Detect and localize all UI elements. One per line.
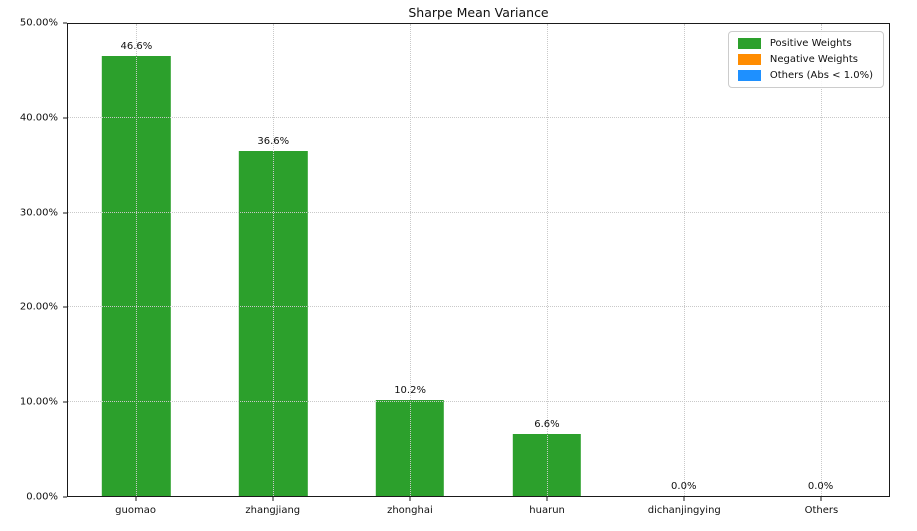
- bar-value-label: 46.6%: [120, 41, 153, 53]
- x-tick-label: huarun: [529, 505, 565, 516]
- bar-value-label: 0.0%: [807, 481, 834, 492]
- vertical-gridline: [820, 24, 822, 496]
- bar-value-label: 6.6%: [534, 418, 560, 430]
- y-tick-label: 10.00%: [19, 396, 58, 408]
- x-tick-mark: [409, 497, 411, 501]
- x-tick-label: Others: [804, 505, 839, 516]
- vertical-gridline: [683, 24, 685, 496]
- vertical-gridline: [410, 24, 412, 496]
- chart-title: Sharpe Mean Variance: [408, 5, 549, 20]
- y-tick-label: 20.00%: [19, 301, 58, 313]
- y-tick-label: 50.00%: [19, 17, 58, 29]
- legend-swatch-icon: [737, 38, 761, 49]
- legend-item-label: Negative Weights: [769, 54, 858, 65]
- y-tick-mark: [63, 22, 67, 24]
- horizontal-gridline: [68, 211, 889, 213]
- legend-swatch-icon: [737, 70, 761, 81]
- x-tick-mark: [135, 497, 137, 501]
- y-axis: 0.00% 10.00% 20.00% 30.00% 40.00% 50.00%: [0, 18, 67, 503]
- y-tick-mark: [63, 212, 67, 214]
- legend-swatch-icon: [737, 54, 761, 65]
- y-tick-mark: [63, 117, 67, 119]
- x-tick-label: guomao: [115, 505, 156, 516]
- horizontal-gridline: [68, 117, 889, 119]
- bar-value-label: 0.0%: [671, 481, 697, 492]
- x-axis: guomao zhangjiang zhonghai huarun dichanjing…: [67, 497, 890, 527]
- bar-value-label: 36.6%: [257, 135, 290, 147]
- x-tick-label: dichanjingying: [647, 505, 721, 516]
- y-tick-mark: [63, 496, 67, 498]
- legend-item: Negative Weights: [737, 54, 873, 65]
- x-tick-mark: [683, 497, 685, 501]
- legend-item-label: Positive Weights: [769, 38, 852, 49]
- y-tick-mark: [63, 306, 67, 308]
- vertical-gridline: [273, 24, 275, 496]
- legend-item: Others (Abs < 1.0%): [737, 70, 873, 81]
- y-tick-label: 40.00%: [19, 112, 58, 124]
- horizontal-gridline: [68, 400, 889, 402]
- legend: Positive Weights Negative Weights Others (…: [727, 31, 884, 88]
- x-tick-mark: [272, 497, 274, 501]
- x-tick-mark: [546, 497, 548, 501]
- vertical-gridline: [136, 24, 138, 496]
- legend-item: Positive Weights: [737, 38, 873, 49]
- x-tick-label: zhangjiang: [245, 505, 301, 516]
- plot-area: Positive Weights Negative Weights Others (…: [67, 23, 890, 497]
- legend-item-label: Others (Abs < 1.0%): [769, 70, 873, 81]
- x-tick-mark: [820, 497, 822, 501]
- bar-value-label: 10.2%: [394, 384, 426, 396]
- y-tick-label: 0.00%: [26, 491, 58, 503]
- horizontal-gridline: [68, 306, 889, 308]
- vertical-gridline: [546, 24, 548, 496]
- y-tick-mark: [63, 401, 67, 403]
- x-tick-label: zhonghai: [387, 505, 433, 516]
- y-tick-label: 30.00%: [19, 207, 58, 219]
